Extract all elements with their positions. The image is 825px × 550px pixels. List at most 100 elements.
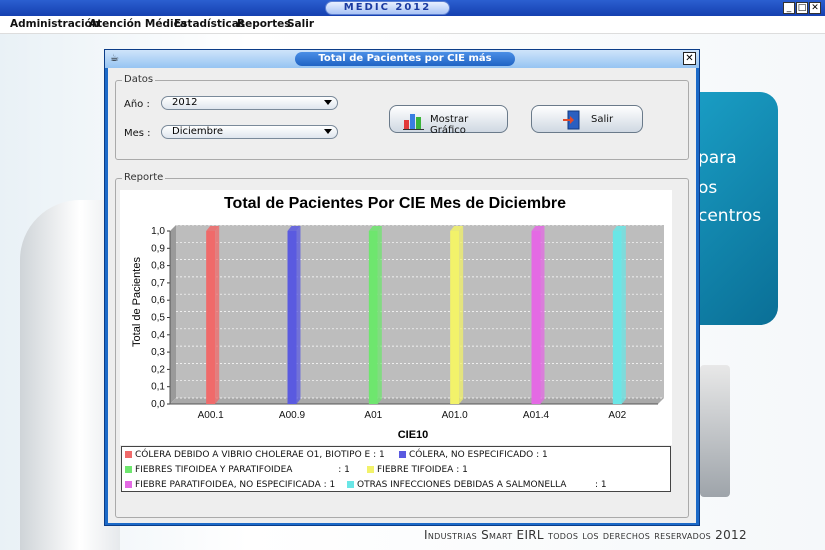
x-tick-label: A00.1 bbox=[198, 410, 225, 421]
mes-value: Diciembre bbox=[172, 126, 224, 137]
menu-salir[interactable]: Salir bbox=[287, 18, 315, 30]
bar bbox=[287, 231, 297, 404]
bar bbox=[450, 231, 460, 404]
menu-administracion[interactable]: Administración bbox=[10, 18, 100, 30]
chevron-down-icon bbox=[324, 100, 332, 105]
bar bbox=[206, 231, 216, 404]
chart-legend: CÓLERA DEBIDO A VIBRIO CHOLERAE O1, BIOT… bbox=[121, 446, 671, 492]
legend-item: CÓLERA DEBIDO A VIBRIO CHOLERAE O1, BIOT… bbox=[125, 450, 385, 460]
bar-side bbox=[296, 226, 301, 404]
x-tick-label: A01 bbox=[364, 410, 382, 421]
close-button[interactable]: ✕ bbox=[809, 2, 821, 14]
datos-legend: Datos bbox=[122, 74, 156, 85]
datos-group: Datos Año : 2012 Mes : Diciembre Mostrar… bbox=[115, 74, 689, 160]
menu-atencion-medica[interactable]: Atención Médica bbox=[89, 18, 187, 30]
y-tick-label: 0,0 bbox=[151, 399, 165, 410]
y-tick-label: 0,6 bbox=[151, 295, 165, 306]
legend-label: CÓLERA, NO ESPECIFICADO : 1 bbox=[409, 450, 548, 460]
y-tick-label: 0,1 bbox=[151, 382, 165, 393]
maximize-button[interactable]: □ bbox=[796, 2, 808, 14]
chart-y-axis-label: Total de Pacientes bbox=[131, 257, 143, 347]
bar-chart-icon bbox=[403, 114, 424, 130]
equipment-image bbox=[700, 365, 730, 497]
bar-top bbox=[368, 226, 382, 231]
bar-top bbox=[450, 226, 464, 231]
x-tick-label: A01.0 bbox=[442, 410, 469, 421]
panel-line-1: para bbox=[698, 148, 737, 168]
menu-estadisticas[interactable]: Estadísticas bbox=[174, 18, 246, 30]
legend-item: FIEBRE PARATIFOIDEA, NO ESPECIFICADA : 1 bbox=[125, 480, 335, 490]
legend-swatch bbox=[367, 466, 374, 473]
legend-label: FIEBRE TIFOIDEA : 1 bbox=[377, 465, 468, 475]
legend-label: FIEBRE PARATIFOIDEA, NO ESPECIFICADA : 1 bbox=[135, 480, 336, 490]
bar bbox=[531, 231, 541, 404]
x-tick-label: A02 bbox=[608, 410, 626, 421]
y-tick-label: 0,2 bbox=[151, 364, 165, 375]
reporte-legend: Reporte bbox=[122, 172, 166, 183]
doctor-image bbox=[20, 200, 120, 550]
bar bbox=[612, 231, 622, 404]
legend-swatch bbox=[347, 481, 354, 488]
menu-reportes[interactable]: Reportes bbox=[237, 18, 291, 30]
app-title: MEDIC 2012 bbox=[325, 1, 450, 15]
y-tick-label: 0,4 bbox=[151, 330, 165, 341]
x-tick-label: A01.4 bbox=[523, 410, 550, 421]
bar-top bbox=[612, 226, 626, 231]
y-tick-label: 0,9 bbox=[151, 243, 165, 254]
dialog-titlebar: ☕ Total de Pacientes por CIE más Comunes… bbox=[105, 50, 699, 78]
anio-label: Año : bbox=[124, 99, 150, 110]
legend-item: FIEBRES TIFOIDEA Y PARATIFOIDEA : 1 bbox=[125, 465, 350, 475]
bar-top bbox=[287, 226, 301, 231]
chevron-down-icon bbox=[324, 129, 332, 134]
legend-label: FIEBRES TIFOIDEA Y PARATIFOIDEA : 1 bbox=[135, 465, 350, 475]
panel-line-3: centros bbox=[698, 206, 762, 226]
legend-swatch bbox=[125, 451, 132, 458]
mes-select[interactable]: Diciembre bbox=[161, 125, 338, 139]
anio-value: 2012 bbox=[172, 97, 198, 108]
chart-title: Total de Pacientes Por CIE Mes de Diciem… bbox=[224, 195, 566, 212]
bar-chart: Total de Pacientes Por CIE Mes de Diciem… bbox=[120, 190, 672, 445]
dialog-title: Total de Pacientes por CIE más Comunes bbox=[295, 52, 515, 78]
bar bbox=[368, 231, 378, 404]
mostrar-grafico-label: Mostrar Gráfico bbox=[430, 114, 469, 136]
app-titlebar: MEDIC 2012 _ □ ✕ bbox=[0, 0, 825, 16]
legend-label: OTRAS INFECCIONES DEBIDAS A SALMONELLA :… bbox=[357, 480, 607, 490]
legend-item: FIEBRE TIFOIDEA : 1 bbox=[367, 465, 468, 475]
salir-label: Salir bbox=[591, 114, 614, 125]
bar-side bbox=[215, 226, 220, 404]
x-tick-label: A00.9 bbox=[279, 410, 306, 421]
bar-side bbox=[540, 226, 545, 404]
mostrar-grafico-button[interactable]: Mostrar Gráfico bbox=[389, 105, 508, 136]
legend-item: OTRAS INFECCIONES DEBIDAS A SALMONELLA :… bbox=[347, 480, 607, 490]
bar-top bbox=[531, 226, 545, 231]
bar-side bbox=[459, 226, 464, 404]
mes-label: Mes : bbox=[124, 128, 151, 139]
background-info-panel: para os centros bbox=[690, 92, 778, 325]
legend-label: CÓLERA DEBIDO A VIBRIO CHOLERAE O1, BIOT… bbox=[135, 450, 385, 460]
java-icon: ☕ bbox=[110, 53, 119, 64]
bar-side bbox=[621, 226, 626, 404]
legend-swatch bbox=[399, 451, 406, 458]
salir-button[interactable]: Salir bbox=[531, 105, 643, 133]
y-tick-label: 1,0 bbox=[151, 226, 165, 237]
plot-floor bbox=[170, 398, 664, 404]
footer-copyright: Industrias Smart EIRL todos los derechos… bbox=[424, 528, 747, 542]
legend-item: CÓLERA, NO ESPECIFICADO : 1 bbox=[399, 450, 548, 460]
bar-side bbox=[377, 226, 382, 404]
bar-top bbox=[206, 226, 220, 231]
chart-x-axis-label: CIE10 bbox=[398, 429, 429, 441]
panel-line-2: os bbox=[698, 178, 718, 198]
legend-swatch bbox=[125, 481, 132, 488]
legend-swatch bbox=[125, 466, 132, 473]
exit-door-icon bbox=[563, 110, 580, 130]
menu-bar: Administración Atención Médica Estadísti… bbox=[0, 16, 825, 34]
minimize-button[interactable]: _ bbox=[783, 2, 795, 14]
plot-side-wall bbox=[170, 225, 176, 404]
y-tick-label: 0,7 bbox=[151, 278, 165, 289]
y-tick-label: 0,3 bbox=[151, 347, 165, 358]
y-tick-label: 0,5 bbox=[151, 313, 165, 324]
y-tick-label: 0,8 bbox=[151, 261, 165, 272]
dialog-close-button[interactable]: ✕ bbox=[683, 52, 696, 65]
anio-select[interactable]: 2012 bbox=[161, 96, 338, 110]
reporte-group: Reporte bbox=[115, 172, 689, 518]
